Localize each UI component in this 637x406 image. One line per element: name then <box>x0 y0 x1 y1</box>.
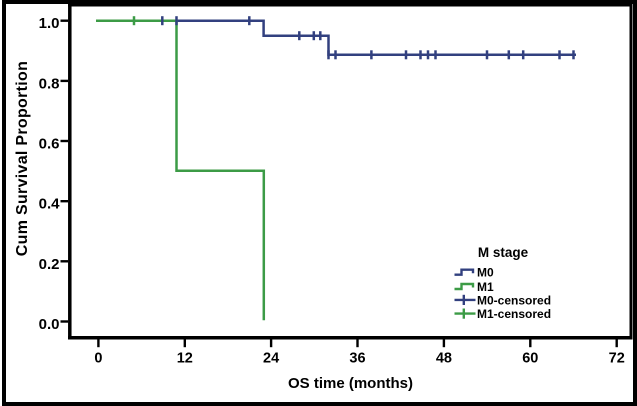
svg-text:M stage: M stage <box>478 245 529 260</box>
svg-text:0.2: 0.2 <box>39 256 60 273</box>
svg-text:48: 48 <box>436 351 452 367</box>
svg-text:36: 36 <box>349 351 365 367</box>
svg-text:M1: M1 <box>477 280 494 294</box>
svg-text:0: 0 <box>94 351 102 367</box>
svg-text:60: 60 <box>522 351 538 367</box>
svg-text:Cum Survival Proportion: Cum Survival Proportion <box>14 61 31 256</box>
svg-text:0.0: 0.0 <box>39 316 60 333</box>
svg-text:1.0: 1.0 <box>39 15 60 32</box>
svg-text:12: 12 <box>177 351 193 367</box>
svg-text:M1-censored: M1-censored <box>477 307 551 321</box>
svg-text:M0: M0 <box>477 266 494 280</box>
svg-text:24: 24 <box>263 351 279 367</box>
svg-text:0.8: 0.8 <box>39 75 60 92</box>
svg-text:M0-censored: M0-censored <box>477 294 551 308</box>
svg-text:0.4: 0.4 <box>39 196 61 213</box>
svg-text:72: 72 <box>609 351 625 367</box>
svg-text:0.6: 0.6 <box>39 136 60 153</box>
svg-text:OS time (months): OS time (months) <box>288 375 413 392</box>
